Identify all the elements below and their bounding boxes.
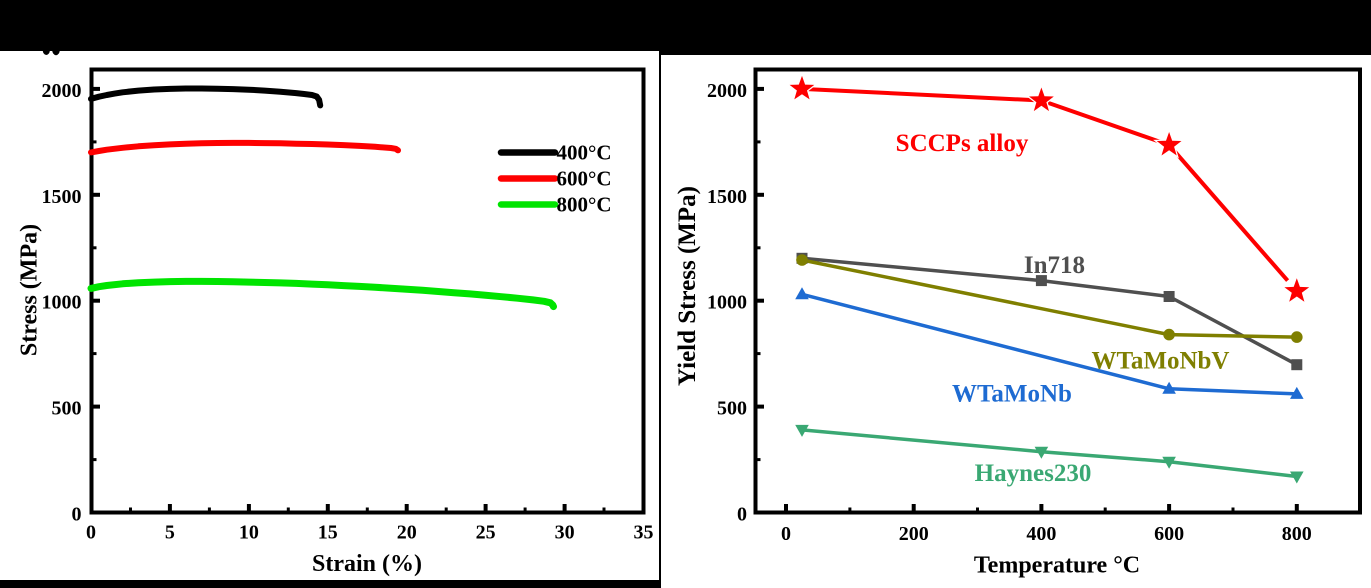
svg-text:Yield Stress (MPa): Yield Stress (MPa)	[674, 186, 701, 386]
svg-text:1000: 1000	[707, 292, 747, 314]
svg-text:400: 400	[1026, 523, 1056, 545]
svg-text:30: 30	[555, 522, 575, 544]
svg-text:WTaMoNbV: WTaMoNbV	[1092, 348, 1230, 375]
svg-text:2000: 2000	[707, 80, 747, 102]
svg-text:10: 10	[239, 522, 259, 544]
svg-text:0: 0	[737, 504, 747, 526]
svg-text:WTaMoNb: WTaMoNb	[952, 381, 1072, 408]
svg-text:0: 0	[781, 523, 791, 545]
svg-text:600: 600	[1154, 523, 1184, 545]
svg-text:2000: 2000	[42, 80, 82, 102]
svg-text:0: 0	[86, 522, 96, 544]
svg-text:200: 200	[899, 523, 929, 545]
svg-text:15: 15	[318, 522, 338, 544]
svg-text:500: 500	[52, 398, 82, 420]
svg-text:1500: 1500	[42, 186, 82, 208]
svg-text:35: 35	[634, 522, 654, 544]
svg-text:Haynes230: Haynes230	[975, 460, 1092, 487]
svg-text:25: 25	[476, 522, 496, 544]
svg-text:400°C: 400°C	[557, 141, 612, 165]
svg-text:Temperature °C: Temperature °C	[974, 553, 1140, 579]
svg-text:1000: 1000	[42, 292, 82, 314]
svg-text:5: 5	[165, 522, 175, 544]
svg-text:1500: 1500	[707, 186, 747, 208]
svg-text:800: 800	[1282, 523, 1312, 545]
svg-text:20: 20	[397, 522, 417, 544]
svg-text:0: 0	[72, 504, 82, 526]
svg-text:Strain (%): Strain (%)	[312, 551, 422, 577]
svg-text:Stress (MPa): Stress (MPa)	[17, 224, 43, 356]
svg-text:800°C: 800°C	[557, 193, 612, 217]
svg-text:SCCPs alloy: SCCPs alloy	[896, 130, 1029, 157]
svg-text:500: 500	[717, 398, 747, 420]
svg-text:In718: In718	[1024, 252, 1085, 279]
svg-text:600°C: 600°C	[557, 167, 612, 191]
